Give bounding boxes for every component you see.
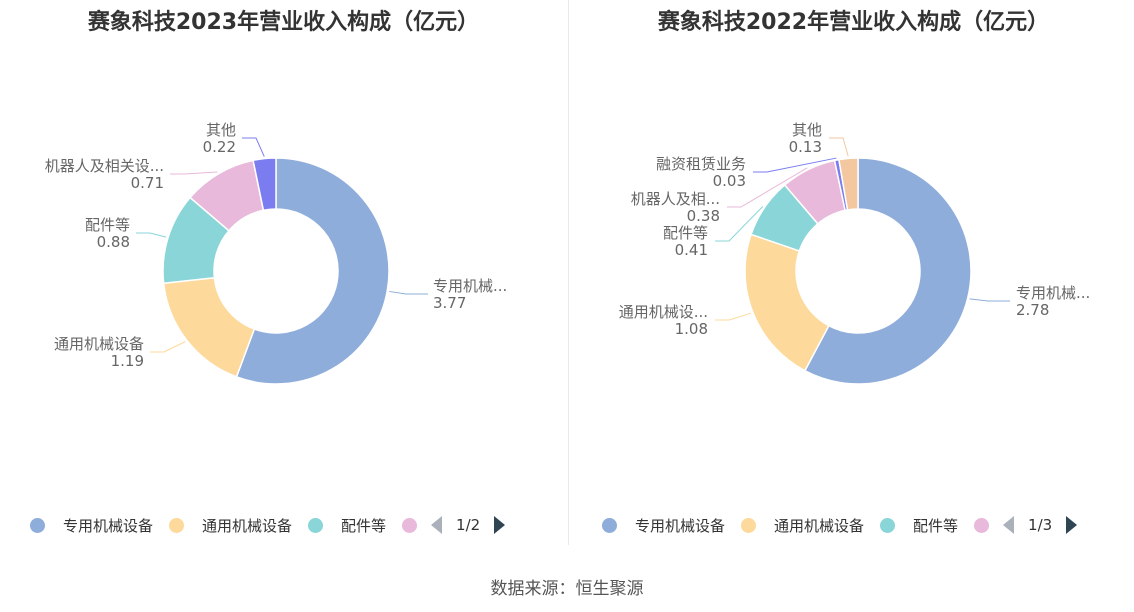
- panel-divider: [568, 0, 569, 545]
- legend-label: 通用机械设备: [774, 516, 865, 535]
- slice-label: 专用机械...: [1016, 284, 1090, 302]
- slice-label: 通用机械设备: [54, 335, 144, 353]
- leader-line: [969, 298, 1010, 302]
- slice-value-label: 0.03: [713, 172, 746, 190]
- pager-next-icon[interactable]: [1066, 516, 1078, 534]
- legend-dot-icon: [602, 517, 617, 533]
- slice-label: 配件等: [663, 224, 708, 242]
- slice-value-label: 1.08: [675, 320, 708, 338]
- donut-slice-1[interactable]: [162, 276, 256, 378]
- leader-line: [136, 232, 167, 238]
- pager-text: 1/3: [1028, 516, 1053, 534]
- pager-next-icon[interactable]: [494, 516, 506, 534]
- chart-title: 赛象科技2022年营业收入构成（亿元）: [657, 10, 1050, 35]
- pager-prev-icon[interactable]: [1003, 516, 1015, 534]
- pager-text: 1/2: [456, 516, 481, 534]
- legend-label: 通用机械设备: [202, 516, 293, 535]
- legend-item-general-machinery[interactable]: 通用机械设备: [169, 515, 292, 536]
- slice-value-label: 0.13: [789, 138, 822, 156]
- donut-chart-2022: 专用机械...2.78通用机械设...1.08配件等0.41机器人及相...0.…: [619, 121, 1090, 385]
- leader-line: [170, 171, 218, 175]
- leader-line: [829, 137, 849, 157]
- slice-label: 通用机械设...: [619, 303, 708, 321]
- legend-label: 专用机械设备: [63, 516, 154, 535]
- legend-label: 专用机械设备: [635, 516, 726, 535]
- data-source: 数据来源：恒生聚源: [490, 579, 644, 599]
- legend: 专用机械设备 通用机械设备 配件等 1/2: [30, 512, 506, 538]
- chart-panel-2023: 赛象科技2023年营业收入构成（亿元） 专用机械... 3.77 通用机械设备 1.1…: [0, 0, 567, 545]
- legend-item-general-machinery[interactable]: 通用机械设备: [741, 515, 864, 536]
- chart-panel-2022: 赛象科技2022年营业收入构成（亿元） 专用机械... 2.78 通用机械设... 1…: [570, 0, 1134, 545]
- donut-slice-4[interactable]: [252, 157, 277, 212]
- legend-pager: 1/2: [431, 516, 506, 534]
- legend: 专用机械设备 通用机械设备 配件等 1/3: [602, 512, 1078, 538]
- legend-label: 配件等: [913, 516, 959, 535]
- slice-label: 其他: [792, 121, 822, 139]
- legend-dot-icon: [974, 517, 990, 533]
- slice-label: 融资租赁业务: [656, 155, 746, 173]
- donut-slice-0[interactable]: [803, 157, 972, 385]
- pager-prev-icon[interactable]: [431, 516, 443, 534]
- donut-slice-0[interactable]: [235, 157, 390, 385]
- legend-dot-icon: [169, 517, 185, 533]
- legend-item-robots[interactable]: [402, 517, 418, 533]
- leader-line: [727, 167, 808, 208]
- legend-dot-icon: [880, 517, 896, 533]
- slice-value-label: 1.19: [111, 352, 144, 370]
- leader-line: [242, 137, 265, 157]
- leader-line: [715, 312, 752, 321]
- slice-value-label: 0.41: [675, 241, 708, 259]
- donut-slice-5[interactable]: [838, 157, 859, 211]
- slice-value-label: 0.22: [203, 138, 236, 156]
- legend-item-special-machinery[interactable]: 专用机械设备: [602, 515, 725, 536]
- legend-dot-icon: [30, 517, 45, 533]
- slice-value-label: 0.71: [131, 174, 164, 192]
- slice-label: 配件等: [85, 216, 130, 234]
- chart-title: 赛象科技2023年营业收入构成（亿元）: [87, 10, 480, 35]
- slice-value-label: 3.77: [433, 294, 466, 312]
- leader-line: [150, 341, 186, 353]
- slice-label: 其他: [206, 121, 236, 139]
- legend-dot-icon: [741, 517, 757, 533]
- slice-value-label: 0.38: [687, 207, 720, 225]
- legend-dot-icon: [402, 517, 418, 533]
- donut-slice-1[interactable]: [744, 233, 830, 372]
- donut-chart-2023: 专用机械...3.77通用机械设备1.19配件等0.88机器人及相关设...0.…: [45, 121, 507, 385]
- legend-item-parts[interactable]: 配件等: [880, 515, 958, 536]
- leader-line: [753, 157, 837, 173]
- legend-item-parts[interactable]: 配件等: [308, 515, 386, 536]
- slice-label: 机器人及相关设...: [45, 157, 164, 175]
- slice-value-label: 2.78: [1016, 301, 1049, 319]
- leader-line: [715, 205, 764, 242]
- slice-label: 专用机械...: [433, 277, 507, 295]
- legend-item-robots[interactable]: [974, 517, 990, 533]
- legend-pager: 1/3: [1003, 516, 1078, 534]
- legend-label: 配件等: [341, 516, 387, 535]
- leader-line: [389, 290, 428, 295]
- legend-item-special-machinery[interactable]: 专用机械设备: [30, 515, 153, 536]
- slice-label: 机器人及相...: [631, 190, 720, 208]
- legend-dot-icon: [308, 517, 324, 533]
- slice-value-label: 0.88: [97, 233, 130, 251]
